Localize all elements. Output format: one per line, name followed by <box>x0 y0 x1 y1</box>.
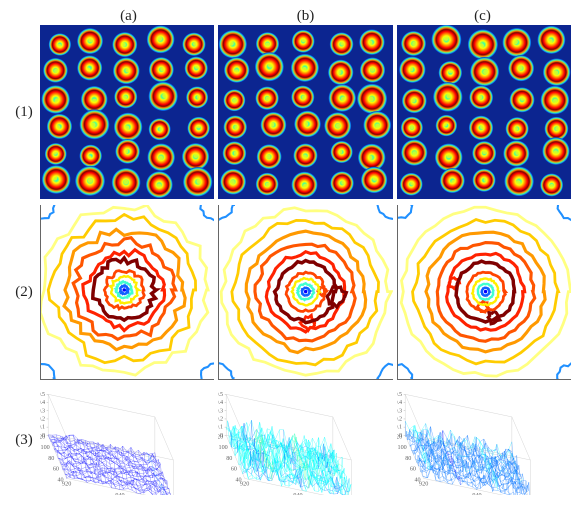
panel-2a <box>40 205 214 379</box>
row-label-3: (3) <box>8 432 40 449</box>
svg-text:940: 940 <box>294 493 303 495</box>
svg-text:120: 120 <box>397 434 402 440</box>
svg-text:100: 100 <box>219 445 228 451</box>
svg-text:80: 80 <box>405 456 411 462</box>
row-label-1: (1) <box>8 104 40 121</box>
svg-text:100: 100 <box>397 445 406 451</box>
row-1: (1) <box>8 25 571 199</box>
panel-2b <box>218 205 392 379</box>
panel-3c: 00.10.20.30.40.5920940960406080100120 <box>397 386 571 495</box>
svg-text:0.4: 0.4 <box>397 400 402 406</box>
panel-1b <box>218 25 392 199</box>
svg-text:40: 40 <box>57 477 63 483</box>
svg-text:0.4: 0.4 <box>218 400 223 406</box>
svg-text:0.5: 0.5 <box>40 392 45 398</box>
panel-1c <box>397 25 571 199</box>
row3-panels: 00.10.20.30.40.5920940960406080100120 00… <box>40 386 571 495</box>
svg-text:60: 60 <box>53 466 59 472</box>
row-2: (2) <box>8 205 571 379</box>
svg-text:0.2: 0.2 <box>218 416 223 422</box>
svg-text:60: 60 <box>409 466 415 472</box>
svg-text:0.4: 0.4 <box>40 400 45 406</box>
figure-grid: (a) (b) (c) (1) (2) (3) 00.10.20.30.40.5… <box>0 0 579 513</box>
svg-text:0.3: 0.3 <box>397 408 402 414</box>
svg-text:0.5: 0.5 <box>218 392 223 398</box>
svg-text:120: 120 <box>218 434 223 440</box>
panel-3a: 00.10.20.30.40.5920940960406080100120 <box>40 386 214 495</box>
svg-text:0.3: 0.3 <box>40 408 45 414</box>
col-label-c: (c) <box>394 8 571 25</box>
panel-1a <box>40 25 214 199</box>
svg-text:100: 100 <box>41 445 50 451</box>
panel-2c <box>397 205 571 379</box>
svg-text:40: 40 <box>414 477 420 483</box>
svg-text:80: 80 <box>227 456 233 462</box>
svg-text:40: 40 <box>236 477 242 483</box>
svg-text:60: 60 <box>231 466 237 472</box>
svg-text:80: 80 <box>48 456 54 462</box>
svg-text:0.2: 0.2 <box>397 416 402 422</box>
svg-text:120: 120 <box>40 434 45 440</box>
svg-text:0.1: 0.1 <box>397 424 402 430</box>
svg-text:940: 940 <box>115 493 124 495</box>
svg-text:0.1: 0.1 <box>40 424 45 430</box>
svg-text:0.2: 0.2 <box>40 416 45 422</box>
row-3: (3) 00.10.20.30.40.592094096040608010012… <box>8 386 571 495</box>
row-label-2: (2) <box>8 284 40 301</box>
svg-text:0.3: 0.3 <box>218 408 223 414</box>
column-labels-row: (a) (b) (c) <box>8 8 571 25</box>
panel-3b: 00.10.20.30.40.5920940960406080100120 <box>218 386 392 495</box>
svg-text:0.1: 0.1 <box>218 424 223 430</box>
row1-panels <box>40 25 571 199</box>
svg-text:0.5: 0.5 <box>397 392 402 398</box>
svg-text:940: 940 <box>472 493 481 495</box>
row2-panels <box>40 205 571 379</box>
col-label-a: (a) <box>40 8 217 25</box>
col-label-b: (b) <box>217 8 394 25</box>
